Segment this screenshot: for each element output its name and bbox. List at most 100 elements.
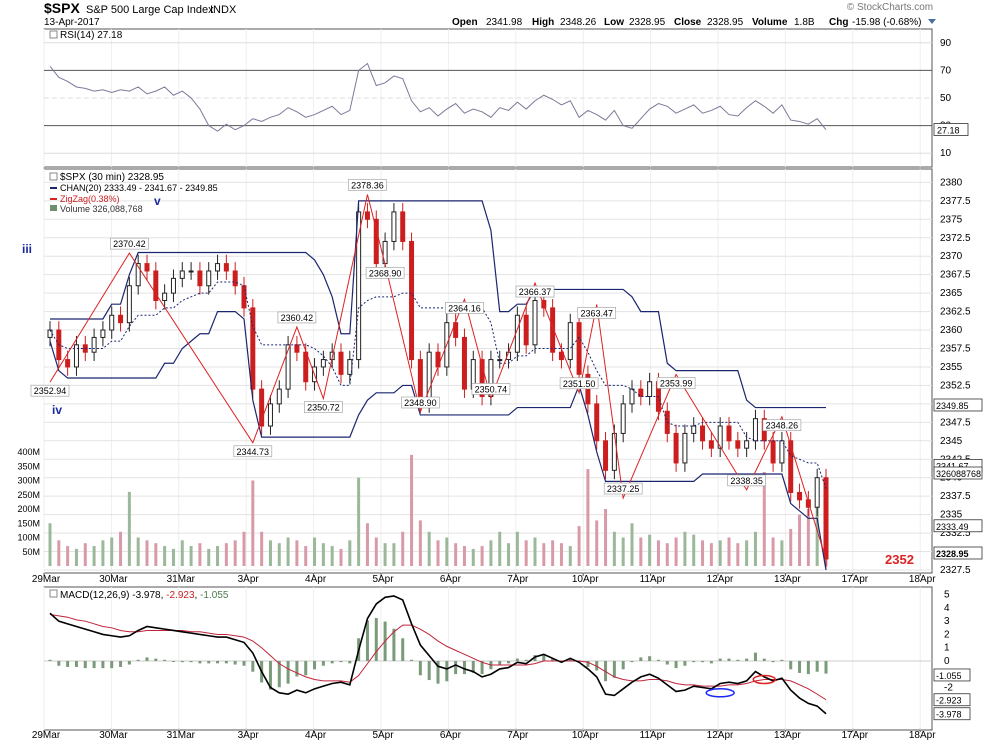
dropdown-arrow-icon[interactable] (928, 19, 936, 24)
candle-body (788, 440, 794, 493)
macd-histogram-bar (304, 660, 308, 676)
macd-histogram-bar (824, 660, 828, 674)
macd-histogram-bar (374, 617, 378, 661)
volume-bar (110, 537, 114, 566)
candle-body (73, 344, 79, 368)
candle-body (400, 211, 406, 242)
x-tick-label: 5Apr (372, 730, 394, 741)
price-tick-label: 2355 (940, 362, 963, 373)
volume-bar (383, 543, 387, 566)
volume-bar (198, 543, 202, 566)
candle-body (320, 359, 326, 368)
volume-bar (410, 454, 414, 566)
macd-histogram-bar (180, 660, 184, 663)
zigzag-label-box (603, 482, 643, 495)
x-tick-label: 11Apr (640, 730, 667, 741)
candle-body (770, 440, 776, 464)
macd-histogram-bar (815, 660, 819, 672)
volume-bar (533, 537, 537, 566)
ohlc-readout: Open 2341.98 High 2348.26 Low 2328.95 Cl… (452, 17, 921, 28)
low-label: Low (604, 17, 624, 28)
macd-histogram-bar (295, 660, 299, 677)
macd-histogram-bar (498, 660, 502, 665)
macd-histogram-bar (427, 660, 431, 681)
target-label: 2352 (885, 552, 914, 567)
volume-bar (577, 526, 581, 566)
volume-tick-label: 50M (22, 547, 40, 557)
macd-histogram-bar (736, 659, 740, 661)
volume-tick-label: 350M (17, 461, 40, 471)
volume-bar (136, 537, 140, 566)
macd-legend-hist: -1.055 (200, 590, 229, 601)
macd-legend-sep2: , (195, 590, 201, 601)
zigzag-label: 2366.37 (519, 287, 552, 297)
macd-histogram-bar (216, 660, 220, 664)
zigzag-label-box (110, 237, 149, 250)
candle-body (611, 432, 617, 471)
last-value-label: 2341.67 (936, 461, 969, 471)
candle-body (603, 440, 609, 471)
candle-body (170, 277, 176, 294)
volume-bar (665, 543, 669, 566)
macd-histogram-bar (727, 658, 731, 661)
macd-histogram-bar (189, 660, 193, 663)
candle-body (303, 351, 309, 383)
zigzag-label-box (577, 307, 617, 319)
volume-bar (674, 537, 678, 566)
macd-histogram-bar (277, 660, 281, 688)
last-value-box (933, 466, 983, 480)
x-tick-label: 7Apr (507, 730, 529, 741)
rsi-last-box (933, 123, 969, 136)
price-tick-label: 2380 (940, 177, 963, 188)
volume-bar (745, 540, 749, 566)
macd-histogram-bar (136, 659, 140, 661)
x-tick-label: 12Apr (707, 730, 734, 741)
x-tick-label: 29Mar (32, 730, 61, 741)
zigzag-label: 2368.90 (369, 268, 402, 278)
volume-bar (648, 534, 652, 566)
macd-tick-label: 2 (944, 629, 950, 640)
volume-bar (365, 523, 369, 566)
volume-bar (251, 480, 255, 566)
zigzag-label: 2370.42 (113, 239, 146, 249)
price-tick-label: 2360 (940, 325, 963, 336)
macd-histogram-bar (418, 660, 422, 676)
macd-histogram-bar (471, 660, 475, 673)
candle-body (461, 336, 467, 390)
price-tick-label: 2345 (940, 436, 963, 447)
volume-bar (780, 540, 784, 566)
candle-body (682, 432, 688, 464)
macd-last-box (933, 707, 971, 721)
price-tick-label: 2347.5 (940, 417, 971, 428)
macd-histogram-bar (224, 660, 228, 664)
rsi-last-label: 27.18 (937, 125, 960, 135)
candle-body (576, 322, 582, 375)
candle-body (118, 314, 124, 324)
volume-bar (418, 520, 422, 566)
macd-last-label: -2.923 (936, 696, 962, 706)
candle-body (276, 388, 282, 405)
macd-histogram-bar (806, 660, 810, 675)
volume-bar (798, 514, 802, 566)
macd-histogram-bar (92, 660, 96, 669)
volume-bar (736, 543, 740, 566)
volume-bar (454, 543, 458, 566)
zigzag-label: 2350.72 (307, 403, 340, 413)
macd-histogram-bar (119, 660, 123, 667)
zigzag-label: 2378.36 (351, 180, 384, 190)
candle-body (532, 300, 538, 346)
volume-bar (445, 537, 449, 566)
zigzag-label: 2348.26 (766, 421, 799, 431)
volume-bar (542, 543, 546, 566)
candle-body (717, 425, 723, 449)
candle-body (814, 477, 820, 508)
channel-mid-line (49, 281, 827, 489)
macd-histogram-bar (674, 660, 678, 669)
macd-legend-sep1: , (161, 590, 167, 601)
price-tick-label: 2362.5 (940, 307, 971, 318)
x-tick-label: 13Apr (774, 574, 801, 585)
volume-bar (171, 548, 175, 566)
price-tick-label: 2377.5 (940, 196, 971, 207)
volume-bar (66, 546, 70, 566)
macd-histogram-bar (83, 660, 87, 669)
